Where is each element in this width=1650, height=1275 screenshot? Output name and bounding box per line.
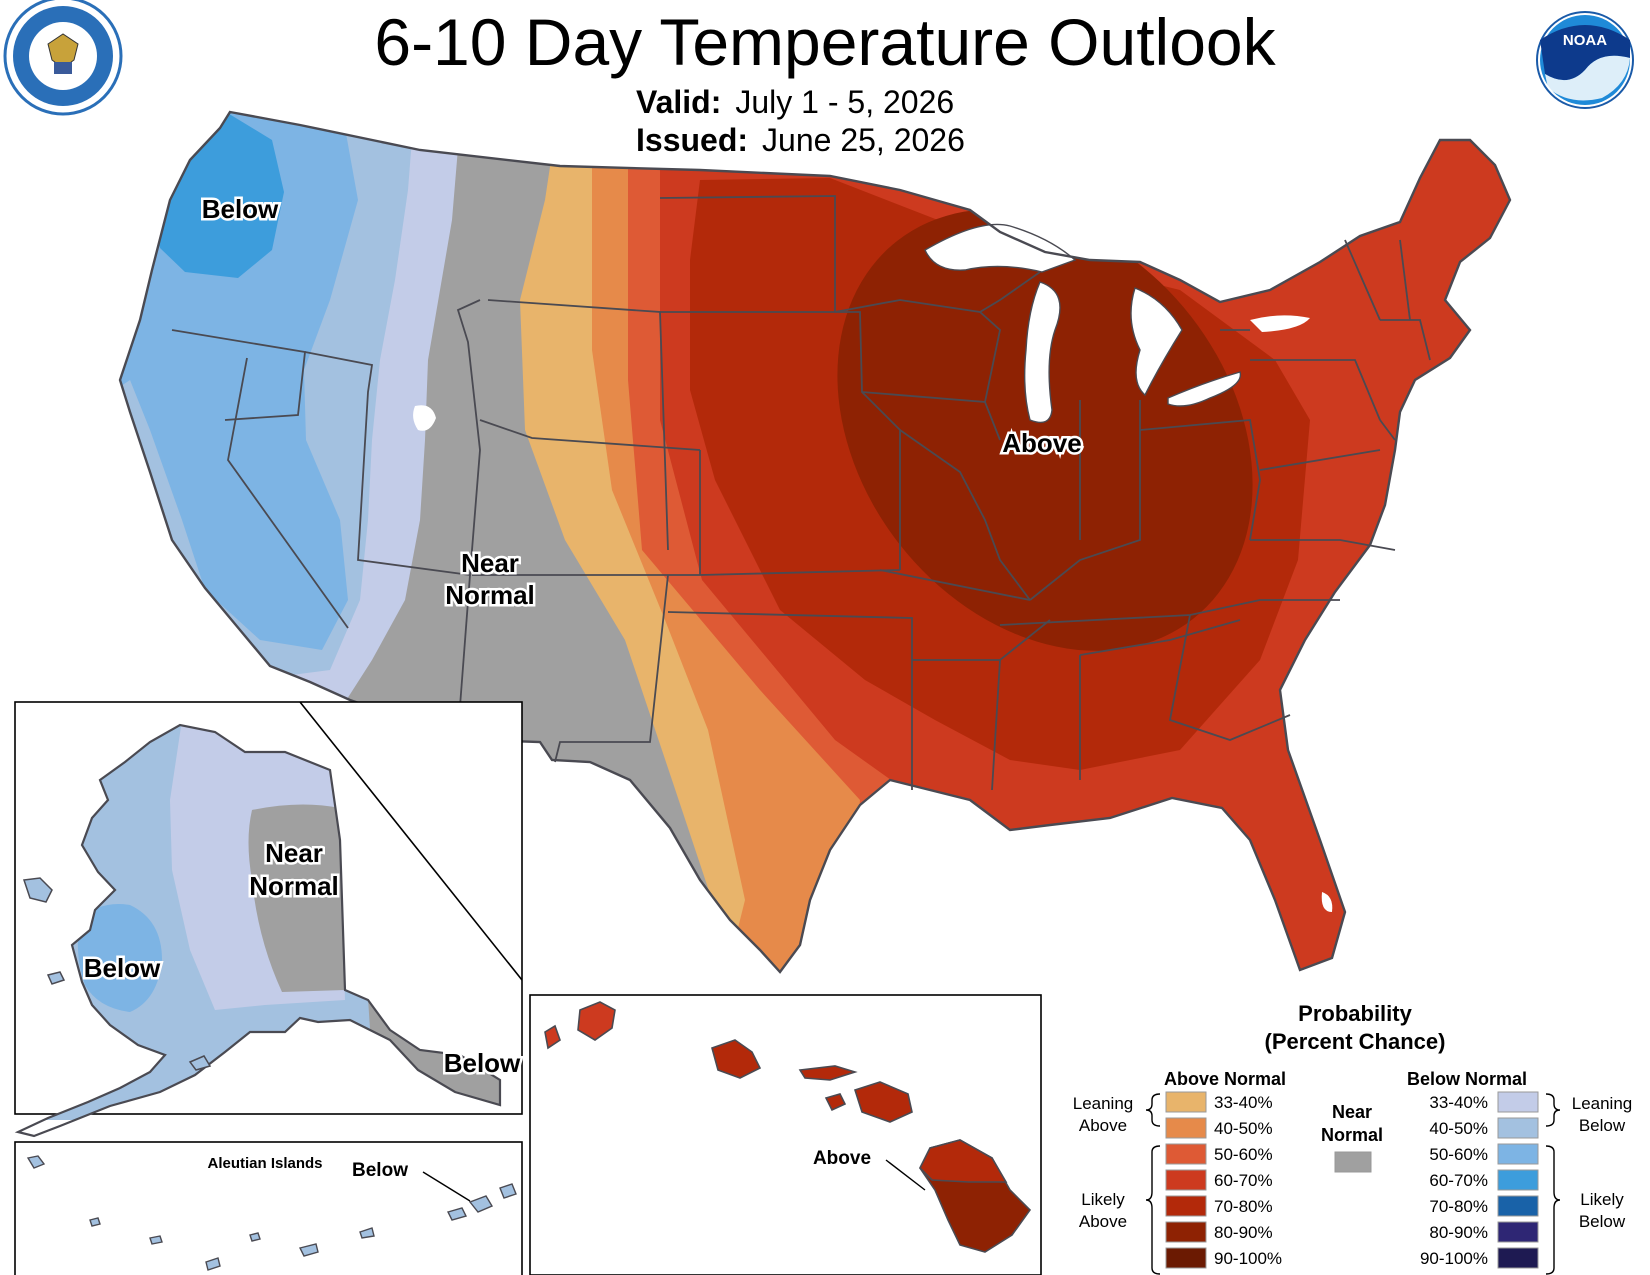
aleutian-islands <box>26 1155 517 1271</box>
legend-above-range: 50-60% <box>1214 1145 1273 1164</box>
legend-below-range: 50-60% <box>1429 1145 1488 1164</box>
likely-above-line2: Above <box>1079 1212 1127 1231</box>
legend-below-items: 33-40% 40-50% 50-60% 60-70% 70-80% 80-90% 90-1… <box>1420 1091 1539 1269</box>
likely-below-line1: Likely <box>1580 1190 1624 1209</box>
legend-above-range: 40-50% <box>1214 1119 1273 1138</box>
lake-erie <box>1168 372 1241 406</box>
legend-above-swatch <box>1165 1143 1207 1165</box>
likely-below-bracket <box>1545 1145 1561 1275</box>
legend-below-header: Below Normal <box>1407 1069 1527 1089</box>
leaning-above-line2: Above <box>1079 1116 1127 1135</box>
oahu-island <box>711 1039 762 1079</box>
legend-below-swatch <box>1497 1169 1539 1191</box>
conus-near-label-line1: Near <box>461 548 519 578</box>
legend-above-swatch <box>1165 1169 1207 1191</box>
legend-above-swatch <box>1165 1091 1207 1113</box>
legend-title-line2: (Percent Chance) <box>1265 1029 1446 1054</box>
legend-above-range: 80-90% <box>1214 1223 1273 1242</box>
state-borders <box>171 195 1431 791</box>
conus-near-label-line2: Normal <box>445 580 535 610</box>
aleutian-below-label: Below <box>352 1160 408 1181</box>
legend-below-range: 40-50% <box>1429 1119 1488 1138</box>
legend-near-swatch <box>1334 1151 1372 1173</box>
legend-near-label-line2: Normal <box>1321 1125 1383 1145</box>
alaska-below-west-label: Below <box>84 953 161 983</box>
legend-above-header: Above Normal <box>1164 1069 1286 1089</box>
department-of-commerce-seal <box>3 0 123 116</box>
leaning-below-line2: Below <box>1579 1116 1626 1135</box>
legend-below-swatch <box>1497 1091 1539 1113</box>
legend-below-swatch <box>1497 1117 1539 1139</box>
conus-below-label: Below <box>202 194 279 224</box>
hawaii-above-label: Above <box>813 1148 871 1169</box>
molokai-island <box>798 1065 858 1081</box>
alaska-islands <box>22 877 212 1071</box>
legend-above-range: 70-80% <box>1214 1197 1273 1216</box>
noaa-logo-text: NOAA <box>1563 32 1607 49</box>
noaa-logo: NOAA <box>1536 11 1634 109</box>
legend-above-items: 33-40% 40-50% 50-60% 60-70% 70-80% 80-90% 90-1… <box>1165 1091 1282 1269</box>
legend-above-swatch <box>1165 1221 1207 1243</box>
likely-above-line1: Likely <box>1081 1190 1125 1209</box>
hawaii-pointer <box>885 1159 926 1191</box>
valid-dates: July 1 - 5, 2026 <box>735 84 955 120</box>
legend: Probability (Percent Chance) Above Norma… <box>1073 1001 1633 1275</box>
legend-below-range: 90-100% <box>1420 1249 1488 1268</box>
maui-island <box>853 1081 913 1123</box>
legend-below-swatch <box>1497 1143 1539 1165</box>
aleutian-pointer <box>422 1171 471 1202</box>
legend-near-label-line1: Near <box>1332 1102 1372 1122</box>
aleutian-title: Aleutian Islands <box>207 1155 322 1172</box>
lake-huron <box>1131 288 1182 395</box>
hawaii-islands <box>544 1001 1032 1253</box>
leaning-below-bracket <box>1545 1093 1561 1127</box>
valid-label: Valid: <box>636 84 722 120</box>
legend-below-range: 33-40% <box>1429 1093 1488 1112</box>
leaning-above-bracket <box>1145 1093 1161 1127</box>
legend-below-swatch <box>1497 1221 1539 1243</box>
legend-below-swatch <box>1497 1247 1539 1269</box>
alaska-near-label-line2: Normal <box>249 871 339 901</box>
legend-above-swatch <box>1165 1247 1207 1269</box>
leaning-above-line1: Leaning <box>1073 1094 1134 1113</box>
legend-above-swatch <box>1165 1117 1207 1139</box>
conus-outline <box>118 110 1512 974</box>
issued-label: Issued: <box>636 122 749 158</box>
great-lakes-outlines <box>924 223 1242 424</box>
issued-date: June 25, 2026 <box>762 122 965 158</box>
legend-above-range: 33-40% <box>1214 1093 1273 1112</box>
valid-line: Valid: July 1 - 5, 2026 <box>636 84 954 121</box>
lake-okeechobee <box>1321 892 1333 912</box>
legend-below-range: 80-90% <box>1429 1223 1488 1242</box>
legend-above-range: 90-100% <box>1214 1249 1282 1268</box>
big-island-north <box>919 1139 1008 1183</box>
page-title: 6-10 Day Temperature Outlook <box>374 5 1276 79</box>
legend-below-swatch <box>1497 1195 1539 1217</box>
alaska-below-southeast-label: Below <box>444 1048 521 1078</box>
alaska-outline <box>14 723 502 1138</box>
legend-above-swatch <box>1165 1195 1207 1217</box>
likely-above-bracket <box>1145 1145 1161 1275</box>
niihau-island <box>544 1024 561 1050</box>
lake-ontario <box>1250 315 1310 332</box>
legend-title-line1: Probability <box>1298 1001 1412 1026</box>
conus-above-label: Above <box>1002 428 1081 458</box>
inset-connector-line <box>299 701 523 981</box>
alaska-near-label-line1: Near <box>265 838 323 868</box>
aleutian-inset-frame <box>14 1141 523 1275</box>
leaning-below-line1: Leaning <box>1572 1094 1633 1113</box>
legend-below-range: 70-80% <box>1429 1197 1488 1216</box>
lanai-island <box>824 1093 847 1112</box>
issued-line: Issued: June 25, 2026 <box>636 122 965 159</box>
alaska-below-50-60 <box>77 904 162 1012</box>
great-salt-lake <box>413 405 436 431</box>
legend-above-range: 60-70% <box>1214 1171 1273 1190</box>
lake-michigan <box>1024 282 1060 423</box>
kauai-island <box>577 1001 616 1041</box>
legend-below-range: 60-70% <box>1429 1171 1488 1190</box>
alaska-near-normal <box>248 804 345 992</box>
likely-below-line2: Below <box>1579 1212 1626 1231</box>
